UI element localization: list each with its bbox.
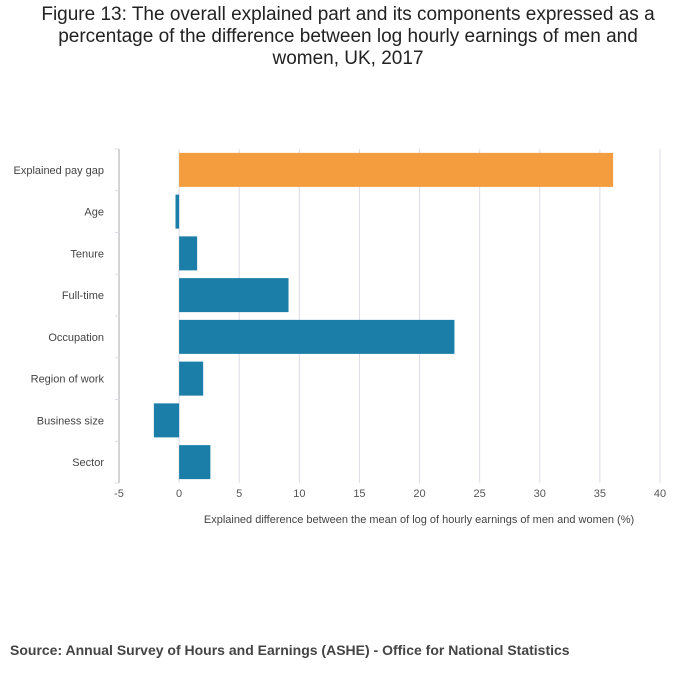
x-tick-label-3: 10 [293, 488, 305, 500]
bar-chart: Explained pay gap Age Tenure Full-time Occup… [13, 148, 666, 526]
x-tick-label-0: -5 [114, 488, 124, 500]
x-tick-label-9: 40 [654, 488, 666, 500]
bar-occupation [179, 319, 455, 354]
bar-sector [179, 445, 211, 480]
gridlines [115, 148, 661, 484]
x-tick-label-8: 35 [594, 488, 606, 500]
x-axis-label: Explained difference between the mean of… [204, 514, 634, 526]
x-tick-label-7: 30 [534, 488, 546, 500]
category-label-7: Sector [72, 457, 104, 469]
bar-tenure [179, 236, 198, 271]
bar-region-of-work [179, 361, 204, 396]
category-label-1: Age [84, 207, 104, 219]
bar-business-size [153, 403, 180, 438]
category-label-3: Full-time [62, 290, 104, 302]
x-tick-label-1: 0 [176, 488, 182, 500]
bar-explained-pay-gap [179, 152, 614, 187]
x-tick-label-5: 20 [413, 488, 425, 500]
chart-title: Figure 13: The overall explained part an… [41, 4, 655, 69]
category-label-0: Explained pay gap [13, 165, 104, 177]
x-tick-label-2: 5 [236, 488, 242, 500]
source-note: Source: Annual Survey of Hours and Earni… [10, 642, 570, 658]
x-tick-labels: -5 0 5 10 15 20 25 30 35 40 [114, 488, 666, 500]
category-labels: Explained pay gap Age Tenure Full-time Occup… [13, 165, 104, 469]
category-label-2: Tenure [70, 248, 104, 260]
category-label-6: Business size [37, 415, 104, 427]
category-label-5: Region of work [31, 374, 105, 386]
bar-full-time [179, 278, 289, 313]
x-tick-label-6: 25 [474, 488, 486, 500]
category-label-4: Occupation [48, 332, 104, 344]
bar-age [175, 194, 180, 229]
bars [153, 152, 614, 480]
x-tick-label-4: 15 [353, 488, 365, 500]
